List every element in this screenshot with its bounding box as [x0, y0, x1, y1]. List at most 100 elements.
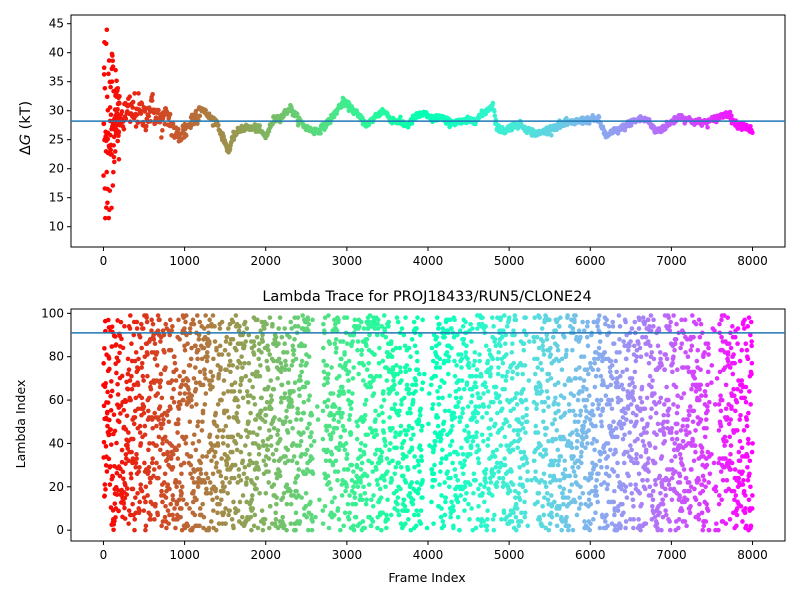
lambda-point	[268, 434, 274, 440]
lambda-point	[355, 423, 360, 429]
lambda-point	[418, 508, 424, 513]
lambda-point	[209, 378, 215, 383]
y-tick-label: 40	[49, 46, 64, 60]
lambda-point	[158, 425, 164, 431]
lambda-point	[554, 428, 560, 433]
lambda-point	[134, 451, 139, 457]
delta-g-point	[549, 132, 554, 138]
lambda-point	[322, 315, 328, 320]
lambda-point	[346, 517, 352, 522]
lambda-point	[190, 441, 196, 446]
lambda-point	[634, 419, 639, 425]
lambda-point	[342, 350, 347, 355]
lambda-point	[429, 499, 434, 505]
lambda-point	[458, 352, 464, 357]
lambda-point	[121, 407, 127, 413]
lambda-point	[470, 438, 476, 444]
lambda-point	[542, 495, 547, 500]
lambda-point	[418, 447, 424, 453]
lambda-point	[259, 508, 265, 513]
delta-g-point	[170, 121, 176, 126]
lambda-point	[139, 360, 145, 366]
lambda-point	[151, 337, 157, 342]
lambda-point	[643, 447, 649, 453]
lambda-point	[594, 493, 600, 498]
lambda-point	[584, 408, 589, 414]
lambda-point	[301, 399, 307, 405]
lambda-point	[608, 447, 613, 453]
lambda-point	[588, 501, 594, 507]
lambda-point	[674, 321, 679, 327]
lambda-point	[618, 523, 623, 529]
lambda-point	[620, 415, 626, 420]
lambda-point	[696, 512, 701, 518]
lambda-point	[390, 458, 395, 464]
lambda-point	[519, 421, 524, 427]
lambda-point	[591, 412, 596, 418]
lambda-point	[152, 410, 158, 416]
delta-g-point	[108, 147, 114, 153]
lambda-point	[688, 347, 694, 353]
lambda-point	[346, 358, 352, 364]
lambda-point	[592, 384, 598, 390]
lambda-point	[550, 436, 555, 442]
lambda-point	[585, 441, 590, 446]
lambda-point	[438, 514, 444, 520]
lambda-point	[663, 512, 669, 518]
lambda-point	[396, 460, 402, 466]
lambda-point	[347, 412, 353, 418]
lambda-point	[251, 395, 256, 401]
lambda-point	[271, 386, 277, 392]
lambda-point	[413, 378, 419, 383]
lambda-point	[157, 404, 163, 409]
lambda-point	[237, 324, 242, 329]
lambda-point	[126, 521, 131, 526]
lambda-point	[654, 432, 659, 438]
lambda-point	[336, 517, 342, 522]
lambda-point	[570, 527, 576, 533]
lambda-point	[329, 365, 334, 370]
lambda-point	[556, 324, 562, 329]
lambda-point	[566, 523, 572, 529]
lambda-point	[214, 423, 220, 429]
lambda-point	[372, 326, 378, 331]
delta-g-point	[104, 94, 110, 100]
lambda-point	[384, 456, 390, 461]
lambda-point	[139, 365, 144, 370]
lambda-point	[118, 319, 124, 325]
lambda-point	[198, 467, 203, 472]
lambda-point	[637, 317, 642, 323]
lambda-point	[190, 475, 195, 481]
lambda-point	[337, 406, 342, 412]
lambda-point	[546, 404, 551, 409]
lambda-point	[414, 350, 420, 355]
lambda-point	[493, 343, 499, 349]
lambda-point	[333, 337, 339, 342]
lambda-point	[407, 391, 412, 396]
lambda-point	[584, 367, 590, 373]
lambda-point	[231, 499, 236, 505]
lambda-point	[687, 510, 693, 516]
lambda-point	[221, 441, 226, 446]
lambda-point	[385, 497, 390, 503]
lambda-point	[351, 527, 357, 533]
lambda-point	[173, 367, 179, 373]
lambda-point	[199, 356, 205, 362]
lambda-point	[677, 495, 683, 500]
lambda-point	[215, 443, 221, 448]
lambda-point	[224, 408, 230, 414]
lambda-point	[101, 361, 106, 366]
delta-g-point	[115, 106, 120, 112]
lambda-point	[459, 445, 464, 451]
lambda-point	[627, 343, 632, 349]
lambda-point	[136, 469, 142, 474]
lambda-point	[468, 321, 473, 327]
lambda-point	[693, 389, 699, 394]
lambda-point	[555, 343, 560, 349]
lambda-point	[123, 427, 129, 432]
lambda-point	[480, 490, 485, 496]
lambda-point	[371, 493, 376, 498]
lambda-point	[496, 365, 501, 370]
lambda-point	[182, 326, 187, 331]
lambda-point	[670, 369, 675, 375]
